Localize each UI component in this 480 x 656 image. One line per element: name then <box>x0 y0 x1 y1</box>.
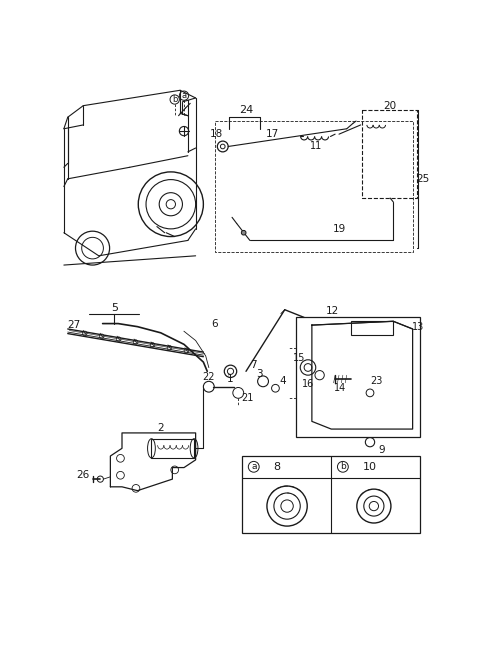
Bar <box>362 110 417 198</box>
Bar <box>242 456 420 533</box>
Text: b: b <box>172 95 178 104</box>
Text: 14: 14 <box>335 383 347 393</box>
Text: 27: 27 <box>67 320 81 330</box>
Text: 9: 9 <box>378 445 385 455</box>
Bar <box>215 121 413 252</box>
Text: 1: 1 <box>227 374 234 384</box>
Text: 4: 4 <box>280 375 287 386</box>
Bar <box>296 318 420 437</box>
Text: 20: 20 <box>383 100 396 111</box>
Text: 23: 23 <box>370 377 383 386</box>
Text: 19: 19 <box>332 224 346 234</box>
Text: 7: 7 <box>251 360 257 370</box>
Text: 24: 24 <box>239 104 253 115</box>
Text: 16: 16 <box>302 379 314 390</box>
Bar <box>350 321 393 335</box>
Text: b: b <box>340 462 346 471</box>
Text: 21: 21 <box>241 393 254 403</box>
Text: 22: 22 <box>203 373 215 382</box>
Text: 18: 18 <box>209 129 223 139</box>
Text: 8: 8 <box>274 462 281 472</box>
Text: 12: 12 <box>326 306 339 316</box>
Text: 13: 13 <box>412 321 424 332</box>
Text: 17: 17 <box>265 129 278 139</box>
Bar <box>152 439 194 459</box>
Text: 3: 3 <box>257 369 263 379</box>
Text: 25: 25 <box>416 174 429 184</box>
Text: 26: 26 <box>77 470 90 480</box>
Text: 2: 2 <box>157 422 164 432</box>
Text: 5: 5 <box>111 303 118 313</box>
Text: 11: 11 <box>310 142 322 152</box>
Text: 15: 15 <box>292 353 305 363</box>
Text: 10: 10 <box>363 462 377 472</box>
Text: 6: 6 <box>212 319 218 329</box>
Text: a: a <box>251 462 256 471</box>
Circle shape <box>241 230 246 235</box>
Text: a: a <box>181 91 187 100</box>
